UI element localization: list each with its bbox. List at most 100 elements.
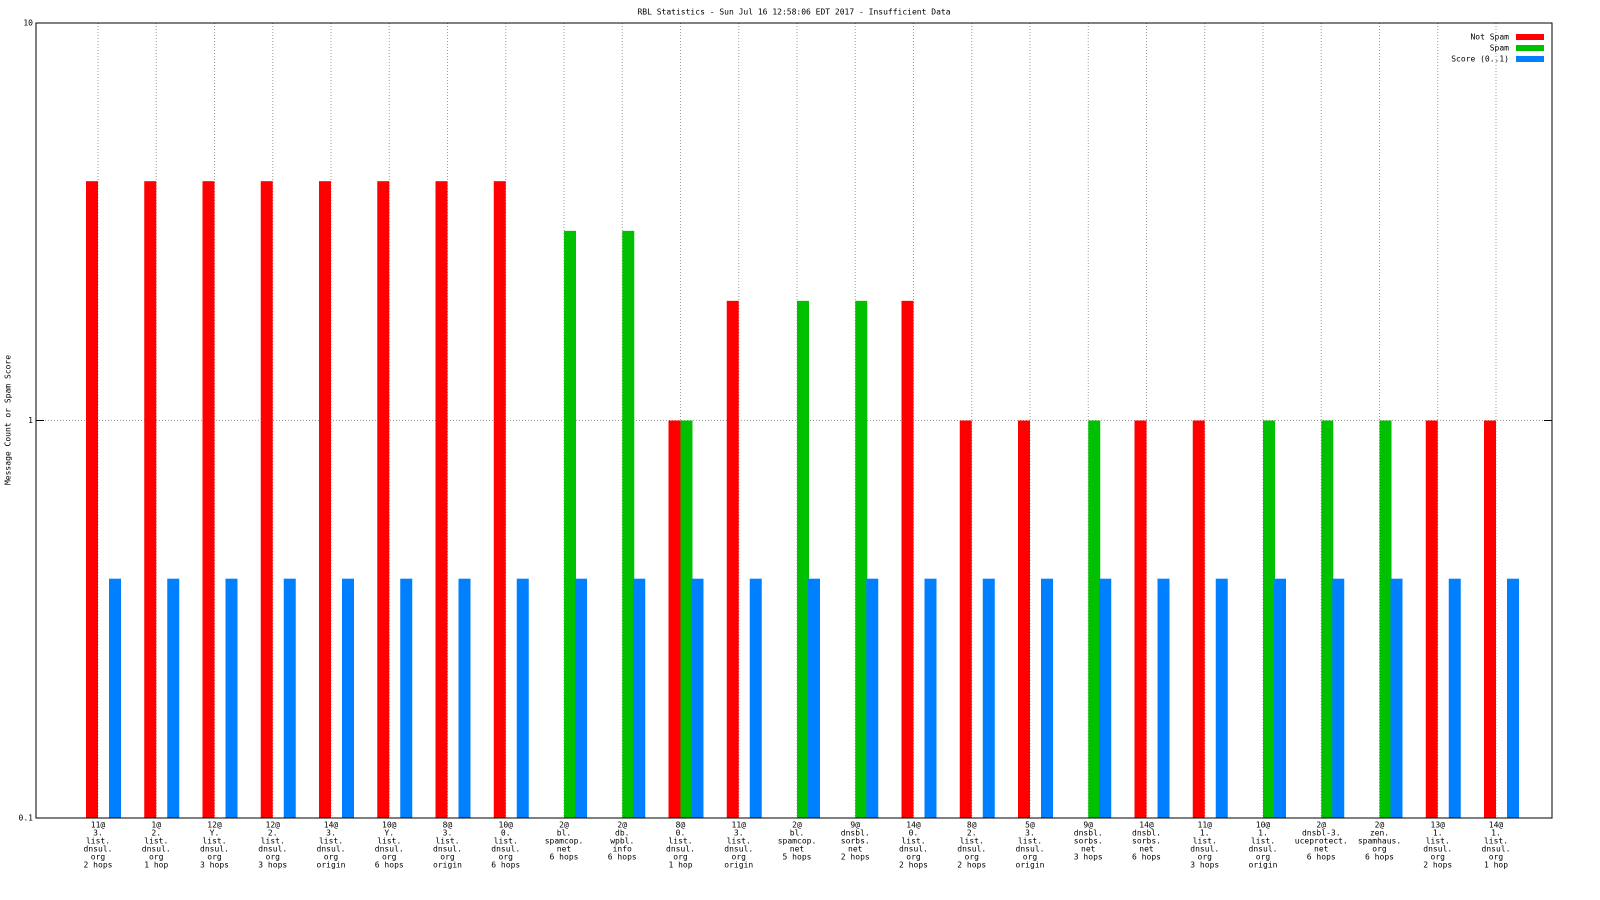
x-tick-label: 2@ [559, 821, 569, 830]
x-tick-label: list. [202, 837, 226, 846]
x-tick-label: net [1139, 845, 1154, 854]
bar [1192, 420, 1205, 818]
x-tick-label: 1. [1258, 829, 1268, 838]
legend-label: Score (0..1) [1451, 55, 1509, 64]
x-tick-label: 10@ [382, 821, 397, 830]
bar [1507, 578, 1519, 818]
x-tick-label: 12@ [266, 821, 281, 830]
x-tick-label: 14@ [1139, 821, 1154, 830]
x-tick-label: org [1431, 853, 1446, 862]
x-tick-label: db. [615, 829, 629, 838]
x-tick-label: uceprotect. [1295, 837, 1348, 846]
x-tick-label: 2. [151, 829, 161, 838]
x-tick-label: 1 hop [144, 861, 168, 870]
x-tick-label: dnsul. [375, 845, 404, 854]
x-tick-label: 3. [93, 829, 103, 838]
bar [86, 181, 98, 818]
x-tick-label: org [207, 853, 222, 862]
x-tick-label: 6 hops [491, 861, 520, 870]
bar [493, 181, 506, 818]
x-tick-label: list. [377, 837, 401, 846]
bar [633, 578, 646, 818]
x-tick-label: 2 hops [84, 861, 113, 870]
x-tick-label: dnsul. [491, 845, 520, 854]
x-tick-label: list. [1193, 837, 1217, 846]
x-tick-label: org [1372, 845, 1387, 854]
x-tick-label: 10@ [499, 821, 514, 830]
legend-swatch [1516, 45, 1544, 51]
x-tick-label: list. [144, 837, 168, 846]
x-tick-label: org [382, 853, 397, 862]
legend-label: Spam [1490, 44, 1509, 53]
x-tick-label: org [440, 853, 455, 862]
x-tick-label: origin [317, 861, 346, 870]
x-tick-label: 1. [1491, 829, 1501, 838]
x-tick-label: dnsul. [258, 845, 287, 854]
x-tick-label: list. [727, 837, 751, 846]
bar [622, 230, 635, 818]
x-tick-label: dnsul. [1249, 845, 1278, 854]
x-tick-label: 0. [676, 829, 686, 838]
x-tick-label: 2. [967, 829, 977, 838]
x-tick-label: 1 hop [1484, 861, 1508, 870]
x-tick-label: dnsul. [724, 845, 753, 854]
x-tick-label: 5@ [1025, 821, 1035, 830]
bar [435, 181, 448, 818]
x-tick-label: list. [494, 837, 518, 846]
x-tick-label: 14@ [906, 821, 921, 830]
bar [1379, 420, 1392, 818]
x-tick-label: dnsul. [1423, 845, 1452, 854]
x-tick-label: org [1256, 853, 1271, 862]
bar [1425, 420, 1438, 818]
x-tick-label: list. [1018, 837, 1042, 846]
bar [283, 578, 296, 818]
x-tick-label: 2@ [617, 821, 627, 830]
x-tick-label: dnsul. [899, 845, 928, 854]
x-tick-label: 2. [268, 829, 278, 838]
x-tick-label: 8@ [443, 821, 453, 830]
x-tick-label: Y. [210, 829, 220, 838]
x-tick-label: 1. [1433, 829, 1443, 838]
x-tick-label: 1. [1200, 829, 1210, 838]
x-tick-label: org [673, 853, 688, 862]
x-tick-label: org [266, 853, 281, 862]
x-tick-label: list. [435, 837, 459, 846]
x-tick-label: org [906, 853, 921, 862]
x-tick-label: 2 hops [841, 853, 870, 862]
x-tick-label: org [1023, 853, 1038, 862]
x-tick-label: 2 hops [957, 861, 986, 870]
x-tick-label: 2@ [792, 821, 802, 830]
x-tick-label: net [1314, 845, 1329, 854]
y-tick-label: 10 [23, 19, 33, 28]
bar [1484, 420, 1496, 818]
x-tick-label: dnsul. [957, 845, 986, 854]
bar [901, 300, 914, 818]
bar [1274, 578, 1286, 818]
bar [668, 420, 681, 818]
x-tick-label: 2 hops [899, 861, 928, 870]
legend-swatch [1516, 34, 1544, 40]
x-tick-label: 3. [734, 829, 744, 838]
x-tick-label: dnsbl. [1074, 829, 1103, 838]
x-tick-label: dnsul. [200, 845, 229, 854]
x-tick-label: sorbs. [841, 837, 870, 846]
x-tick-label: 10@ [1256, 821, 1271, 830]
y-tick-label: 0.1 [19, 814, 34, 823]
x-tick-label: 6 hops [375, 861, 404, 870]
bar [564, 230, 576, 818]
bar [691, 578, 704, 818]
bar [516, 578, 529, 818]
x-tick-label: 2@ [1316, 821, 1326, 830]
bar [855, 300, 868, 818]
legend-swatch [1516, 56, 1544, 62]
x-tick-label: dnsbl. [1132, 829, 1161, 838]
bar [1321, 420, 1334, 818]
x-tick-label: 14@ [324, 821, 339, 830]
x-tick-label: 1@ [151, 821, 161, 830]
bar [982, 578, 995, 818]
bar [1215, 578, 1228, 818]
x-tick-label: dnsul. [142, 845, 171, 854]
bar [1088, 420, 1101, 818]
x-tick-label: spamhaus. [1358, 837, 1401, 846]
